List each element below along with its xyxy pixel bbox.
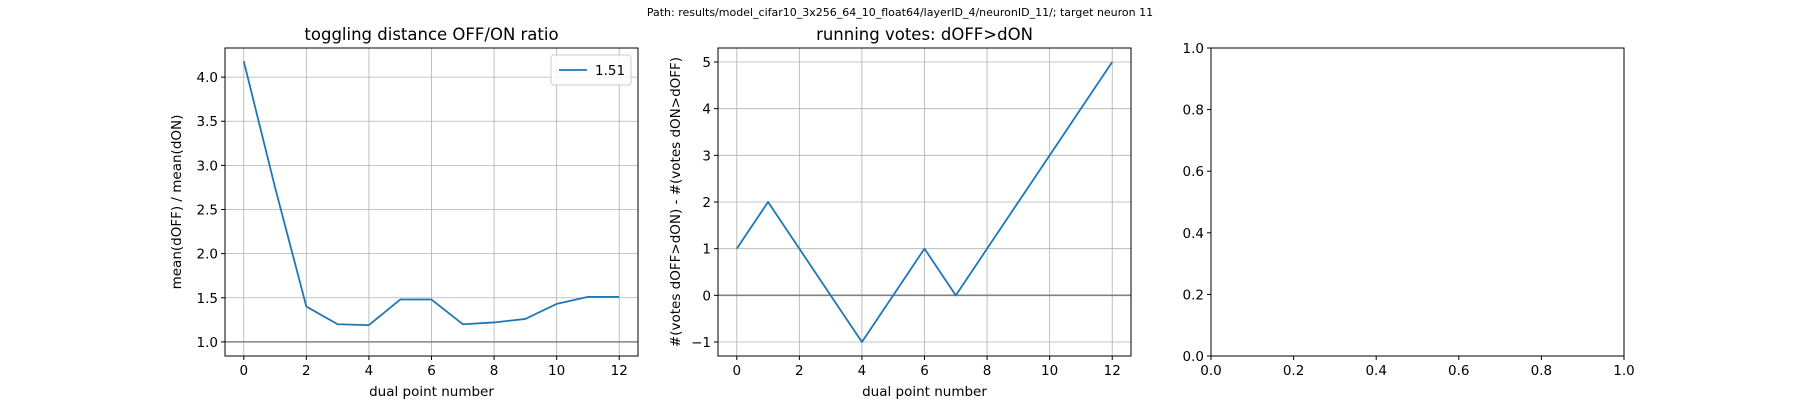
y-tick-label: 0.0 [1183,349,1204,365]
y-tick-label: −1 [691,335,711,351]
axes-empty: 0.0 0.2 0.4 0.6 0.8 1.0 0.0 0.2 0.4 0.6 0.8 1.0 [1183,41,1635,379]
y-tick-label: 4.0 [197,70,218,86]
data-point [493,322,495,324]
data-point [861,341,863,343]
data-point [1049,154,1051,156]
y-tick-label: 3 [702,148,711,164]
data-point [1111,61,1113,63]
axes-frame [1210,47,1625,357]
data-point [736,248,738,250]
legend-box [550,54,632,86]
data-point [337,323,339,325]
x-tick-label: 0.4 [1365,363,1386,379]
data-point [305,306,307,308]
x-tick-label: 0.2 [1283,363,1304,379]
y-tick-label: 3.0 [197,158,218,174]
y-axis-label: mean(dOFF) / mean(dON) [169,115,185,290]
data-point [1017,201,1019,203]
x-tick-label: 0.0 [1200,363,1221,379]
legend-label: 1.51 [595,63,625,79]
y-tick-label: 0 [702,288,711,304]
x-tick-label: 0.8 [1531,363,1552,379]
y-tick-label: 1 [702,242,711,258]
data-point [243,60,245,62]
y-tick-label: 2.5 [197,203,218,219]
chart-title: toggling distance OFF/ON ratio [304,25,558,44]
series-line [242,61,620,327]
y-tick-label: 0.8 [1183,103,1204,119]
data-point [892,294,894,296]
x-tick-label: 6 [427,363,436,379]
data-point [955,294,957,296]
data-point [274,187,276,189]
y-axis-label: #(votes dOFF>dON) - #(votes dON>dOFF) [668,57,684,347]
y-tick-label: 5 [702,55,711,71]
axes-distance-ratio: 0 2 4 6 8 10 12 1.0 1.5 2.0 2.5 3.0 3.5 4.0 toggling d… [169,25,639,400]
x-tick-label: 12 [611,363,628,379]
data-point [431,299,433,301]
data-point [618,296,620,298]
x-axis-label: dual point number [369,384,494,400]
data-point [1080,108,1082,110]
data-point [399,299,401,301]
x-tick-label: 8 [490,363,499,379]
y-tick-label: 1.0 [197,335,218,351]
data-point [924,248,926,250]
y-tick-label: 2 [702,195,711,211]
x-tick-label: 12 [1104,363,1121,379]
series-line [736,61,1113,343]
figure-suptitle: Path: results/model_cifar10_3x256_64_10_… [647,6,1153,19]
x-tick-label: 2 [795,363,804,379]
data-point [556,303,558,305]
y-tick-label: 4 [702,102,711,118]
x-tick-label: 10 [1041,363,1058,379]
chart-title: running votes: dOFF>dON [816,25,1033,44]
x-tick-label: 1.0 [1613,363,1634,379]
data-point [462,323,464,325]
data-point [986,248,988,250]
y-tick-label: 1.0 [1183,41,1204,57]
x-tick-label: 4 [858,363,867,379]
x-axis-label: dual point number [862,384,987,400]
y-tick-label: 3.5 [197,114,218,130]
y-tick-label: 2.0 [197,247,218,263]
x-tick-label: 10 [548,363,565,379]
data-point [767,201,769,203]
x-tick-label: 2 [302,363,311,379]
y-tick-label: 0.2 [1183,287,1204,303]
x-tick-label: 6 [920,363,929,379]
data-point [524,318,526,320]
data-point [798,248,800,250]
x-tick-label: 8 [983,363,992,379]
x-tick-label: 0 [732,363,741,379]
x-tick-label: 0 [239,363,248,379]
data-point [368,324,370,326]
data-point [830,294,832,296]
x-tick-label: 0.6 [1448,363,1469,379]
y-tick-label: 0.6 [1183,164,1204,180]
y-tick-label: 1.5 [197,291,218,307]
data-point [587,296,589,298]
y-tick-label: 0.4 [1183,226,1204,242]
x-tick-label: 4 [365,363,374,379]
